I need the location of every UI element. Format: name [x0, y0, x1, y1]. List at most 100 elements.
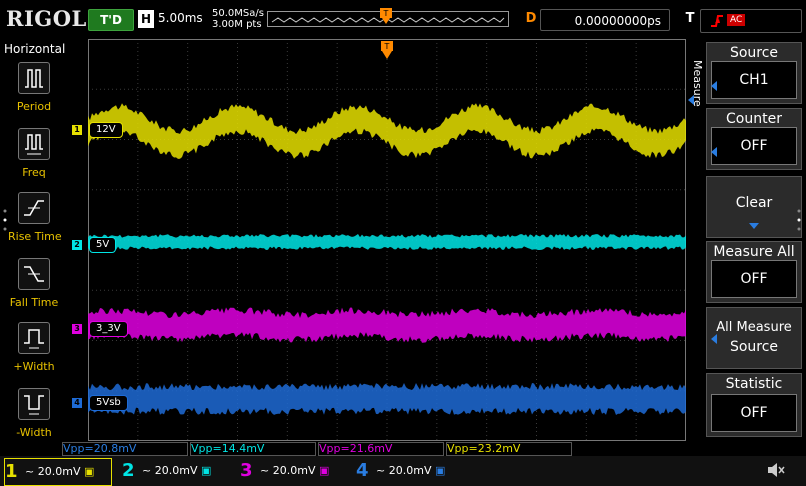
counter-value: OFF [711, 127, 797, 165]
menu-item-label: Counter [726, 111, 782, 127]
ch3-scale-button[interactable]: 3 ~ 20.0mV ▣ [240, 458, 346, 484]
menu-item-rise-time[interactable]: Rise Time [8, 192, 62, 243]
menu-item-label: Clear [735, 195, 773, 211]
source-value: CH1 [711, 61, 797, 99]
negative-width-icon [18, 388, 50, 420]
brand-logo: RIGOL [6, 6, 87, 31]
menu-item-clear[interactable]: Clear [706, 176, 802, 238]
horizontal-menu [0, 40, 62, 452]
menu-item-label: -Width [16, 426, 52, 439]
menu-tab-measure: Measure [691, 60, 704, 107]
menu-title: Horizontal [4, 42, 66, 56]
ch1-number: 1 [5, 461, 18, 482]
run-status-badge[interactable]: T'D [88, 9, 134, 31]
menu-item-source[interactable]: Source CH1 [706, 42, 802, 104]
ac-coupling-icon: ~ [376, 464, 386, 477]
ch4-number: 4 [356, 460, 369, 481]
ch1-scale-button[interactable]: 1 ~ 20.0mV ▣ [4, 458, 112, 486]
ac-coupling-icon: ~ [142, 464, 152, 477]
menu-item-label: +Width [13, 360, 55, 373]
menu-item-label: Period [16, 100, 52, 113]
horizontal-badge: H [138, 10, 154, 28]
chevron-left-icon [711, 334, 717, 344]
left-menu-page-dots [3, 208, 7, 232]
ch1-trace [88, 103, 686, 159]
memory-waveform-thumbnail [271, 17, 505, 23]
memory-depth: 3.00M pts [212, 19, 262, 30]
fall-time-icon [18, 258, 50, 290]
channel-bar [0, 456, 806, 486]
ch3-number: 3 [240, 460, 253, 481]
ch3-trace [88, 307, 686, 343]
speaker-mute-icon[interactable] [766, 460, 786, 480]
sample-info: 50.0MSa/s 3.00M pts [212, 8, 264, 30]
waveform-traces [88, 103, 686, 415]
ch4-scale-button[interactable]: 4 ~ 20.0mV ▣ [356, 458, 462, 484]
trigger-settings[interactable] [700, 9, 802, 33]
rising-edge-icon [711, 15, 723, 27]
measure-result-ch4: Vpp=23.2mV [446, 442, 572, 456]
ch2-scale-button[interactable]: 2 ~ 20.0mV ▣ [122, 458, 228, 484]
menu-item-fall-time[interactable]: Fall Time [8, 258, 60, 309]
menu-item-label: Measure All [713, 244, 795, 260]
ch4-trace [88, 383, 686, 415]
positive-width-icon [18, 322, 50, 354]
right-menu-page-dots [797, 208, 801, 232]
svg-text:T: T [383, 9, 389, 18]
all-measure-source-value: Source [729, 339, 779, 355]
menu-item-label: Freq [22, 166, 46, 179]
ch4-marker[interactable]: 4 [72, 398, 82, 408]
ch2-scale: 20.0mV [154, 464, 198, 477]
menu-item-label: Statistic [725, 376, 783, 392]
menu-item-label: All Measure [716, 320, 792, 335]
menu-item-all-measure-source[interactable]: All Measure Source [706, 307, 802, 369]
measure-all-value: OFF [711, 260, 797, 298]
menu-item-counter[interactable]: Counter OFF [706, 108, 802, 170]
bandwidth-limit-icon: ▣ [434, 464, 446, 477]
svg-text:T: T [384, 42, 390, 51]
ac-coupling-icon: ~ [260, 464, 270, 477]
menu-item-freq[interactable]: Freq [8, 128, 60, 179]
menu-item-label: Rise Time [8, 230, 62, 243]
trigger-badge: T [685, 11, 695, 26]
menu-arrow-icon [688, 95, 694, 105]
ch1-label: 12V [89, 122, 123, 138]
measure-result-ch2: Vpp=14.4mV [190, 442, 316, 456]
chevron-down-icon [749, 223, 759, 229]
ch1-marker[interactable]: 1 [72, 125, 82, 135]
delay-value[interactable]: 0.00000000ps [540, 9, 670, 31]
frequency-icon [18, 128, 50, 160]
ch3-marker[interactable]: 3 [72, 324, 82, 334]
ch4-scale: 20.0mV [388, 464, 432, 477]
menu-item-label: Fall Time [9, 296, 59, 309]
delay-badge: D [525, 11, 537, 26]
menu-item-measure-all[interactable]: Measure All OFF [706, 241, 802, 303]
menu-item-positive-width[interactable]: +Width [8, 322, 60, 373]
waveform-display[interactable] [88, 39, 686, 441]
chevron-left-icon [711, 81, 717, 91]
ac-coupling-icon: ~ [25, 465, 35, 478]
bandwidth-limit-icon: ▣ [318, 464, 330, 477]
trigger-time-marker-icon: T [381, 41, 393, 59]
bandwidth-limit-icon: ▣ [83, 465, 95, 478]
timebase-value[interactable]: 5.00ms [158, 11, 203, 25]
menu-item-statistic[interactable]: Statistic OFF [706, 373, 802, 437]
measure-result-ch3: Vpp=21.6mV [318, 442, 444, 456]
ch1-scale: 20.0mV [37, 465, 81, 478]
statistic-value: OFF [711, 394, 797, 432]
ch4-label: 5Vsb [89, 395, 128, 411]
ch3-scale: 20.0mV [272, 464, 316, 477]
ch2-number: 2 [122, 460, 135, 481]
period-icon [18, 62, 50, 94]
ch2-marker[interactable]: 2 [72, 240, 82, 250]
ch2-trace [88, 234, 686, 250]
trigger-coupling: AC [727, 14, 746, 26]
menu-item-negative-width[interactable]: -Width [8, 388, 60, 439]
chevron-left-icon [711, 147, 717, 157]
menu-item-period[interactable]: Period [8, 62, 60, 113]
ch3-label: 3_3V [89, 321, 128, 337]
sample-rate: 50.0MSa/s [212, 8, 264, 19]
rise-time-icon [18, 192, 50, 224]
menu-item-label: Source [729, 45, 779, 61]
bandwidth-limit-icon: ▣ [200, 464, 212, 477]
